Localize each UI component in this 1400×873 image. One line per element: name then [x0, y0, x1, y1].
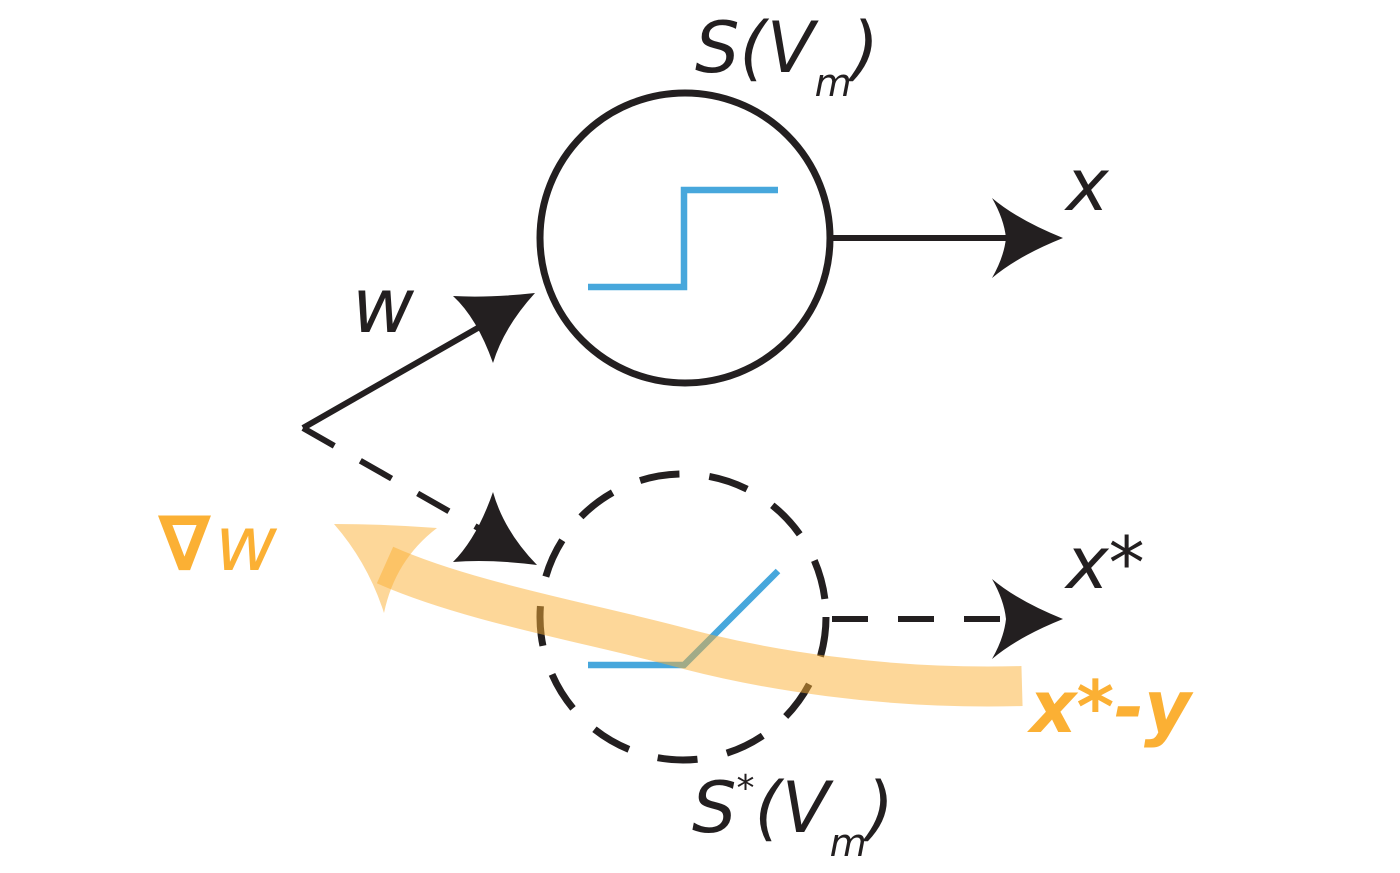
nabla-icon: ∇: [158, 499, 211, 588]
arrowhead-icon: [992, 579, 1063, 659]
real-activation-label: S(Vm): [695, 7, 879, 105]
weight-input-arrow: [301, 293, 535, 431]
gradient-backprop-arrow: [334, 524, 1023, 707]
arrowhead-icon: [992, 198, 1063, 278]
gradient-label: ∇w: [158, 499, 278, 588]
step-function-icon: [588, 186, 778, 291]
surrogate-activation-label: S*(Vm): [692, 767, 894, 865]
real-neuron: [536, 89, 834, 387]
arrowhead-icon: [453, 293, 535, 363]
real-neuron-circle: [536, 89, 834, 387]
surrogate-output-label: x*: [1064, 521, 1145, 605]
surrogate-output-arrow: [832, 579, 1063, 659]
error-label: x*-y: [1027, 665, 1194, 749]
output-arrow: [832, 198, 1063, 278]
gradient-band: [376, 546, 1023, 707]
gradient-arrowhead-icon: [334, 524, 437, 613]
output-label: x: [1064, 143, 1110, 227]
weight-label: w: [352, 261, 415, 350]
surrogate-input-arrow: [301, 425, 537, 565]
arrowhead-icon: [453, 492, 537, 565]
